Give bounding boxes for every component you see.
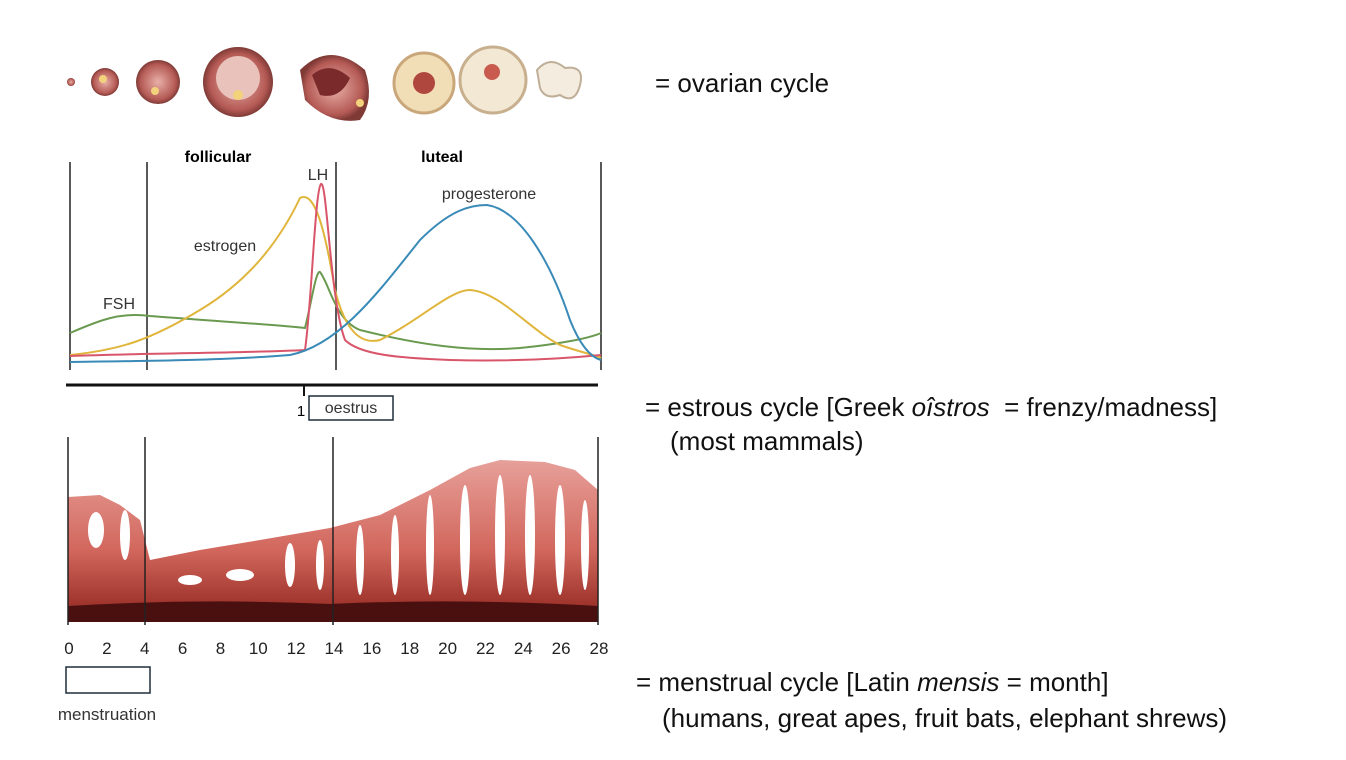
- day-tick-label: 26: [552, 639, 571, 658]
- text: = frenzy/madness]: [990, 392, 1218, 422]
- day-tick-label: 4: [140, 639, 149, 658]
- estrous-marker: 1: [297, 403, 305, 420]
- text: mensis: [917, 667, 999, 697]
- day-tick-label: 22: [476, 639, 495, 658]
- ovarian-label: = ovarian cycle: [655, 68, 829, 98]
- day-tick-label: 28: [590, 639, 609, 658]
- text: oîstros: [912, 392, 990, 422]
- curve-label: FSH: [103, 296, 135, 313]
- day-tick-label: 24: [514, 639, 533, 658]
- estrous-note: (most mammals): [670, 426, 864, 456]
- curve-label: LH: [308, 167, 328, 184]
- day-tick-label: 2: [102, 639, 111, 658]
- phase-label: follicular: [185, 149, 252, 166]
- hormone-chart: [69, 162, 602, 370]
- text: = estrous cycle [Greek: [645, 392, 912, 422]
- phase-label: luteal: [421, 149, 463, 166]
- text: = month]: [999, 667, 1108, 697]
- day-tick-label: 10: [249, 639, 268, 658]
- day-tick-label: 12: [287, 639, 306, 658]
- curve-label: progesterone: [442, 186, 536, 203]
- day-tick-label: 14: [325, 639, 344, 658]
- menstrual-note: (humans, great apes, fruit bats, elephan…: [662, 703, 1227, 733]
- day-tick-label: 16: [362, 639, 381, 658]
- text: = menstrual cycle [Latin: [636, 667, 917, 697]
- estrous-label: = estrous cycle [Greek oîstros = frenzy/…: [645, 392, 1217, 422]
- day-tick-label: 0: [64, 639, 73, 658]
- endometrium-illustration: [67, 437, 599, 625]
- day-tick-label: 6: [178, 639, 187, 658]
- menstrual-label: = menstrual cycle [Latin mensis = month]: [636, 667, 1109, 697]
- day-axis: 0 2 4 6 8 10 12 14 16 18 20 22 24 26 28: [64, 639, 608, 658]
- curve-label: estrogen: [194, 238, 256, 255]
- day-tick-label: 8: [216, 639, 225, 658]
- menstruation-label: menstruation: [58, 705, 156, 724]
- menstruation-box: [65, 666, 151, 694]
- ovarian-illustration: [67, 45, 582, 121]
- oestrus-box: [308, 395, 394, 421]
- oestrus-label: oestrus: [325, 400, 377, 417]
- day-tick-label: 18: [400, 639, 419, 658]
- day-tick-label: 20: [438, 639, 457, 658]
